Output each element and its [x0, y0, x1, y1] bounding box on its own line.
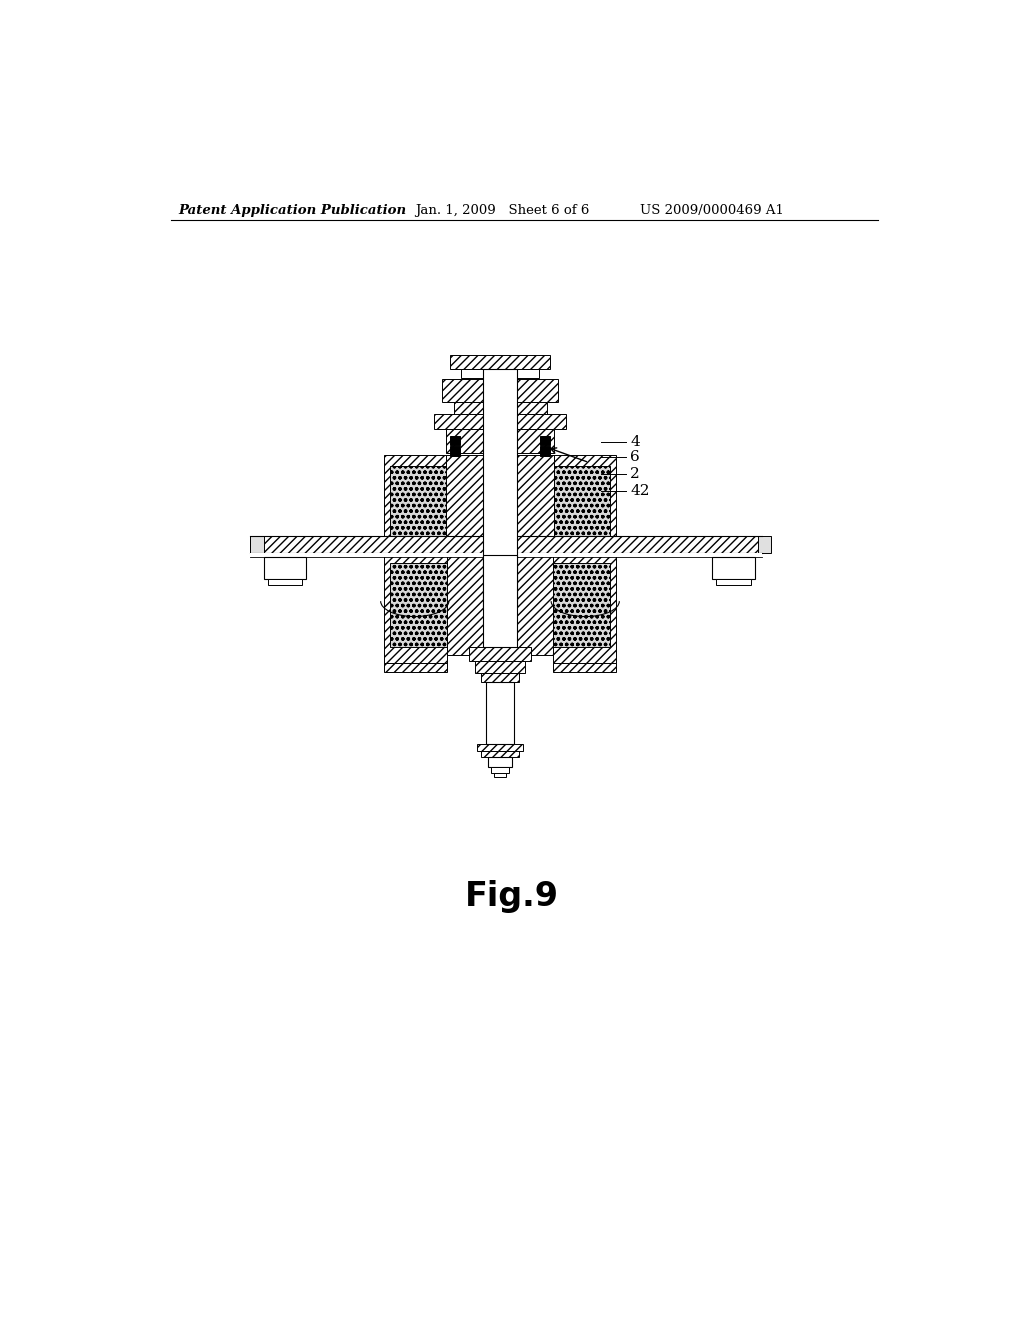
Text: Fig.9: Fig.9 — [465, 879, 559, 912]
Bar — [553, 554, 616, 663]
Text: 6: 6 — [630, 450, 640, 465]
Bar — [517, 554, 553, 655]
Text: Jan. 1, 2009   Sheet 6 of 6: Jan. 1, 2009 Sheet 6 of 6 — [415, 205, 589, 218]
Bar — [450, 446, 460, 455]
Bar — [486, 682, 514, 743]
Bar — [454, 403, 547, 414]
Bar — [553, 562, 610, 647]
Polygon shape — [251, 536, 263, 553]
Bar — [494, 774, 506, 777]
Text: 2: 2 — [630, 467, 640, 480]
Bar — [541, 436, 550, 445]
Bar — [553, 663, 616, 672]
Bar — [384, 554, 447, 663]
Bar — [713, 557, 755, 579]
Bar — [487, 758, 512, 767]
Bar — [447, 554, 483, 655]
Bar — [541, 446, 550, 455]
Text: 4: 4 — [630, 434, 640, 449]
Bar — [716, 578, 751, 585]
Bar — [475, 661, 524, 673]
Bar — [450, 436, 460, 445]
Text: 42: 42 — [630, 484, 649, 498]
Polygon shape — [758, 536, 771, 553]
Text: US 2009/0000469 A1: US 2009/0000469 A1 — [640, 205, 783, 218]
Bar — [384, 663, 447, 672]
Bar — [445, 429, 554, 453]
Bar — [384, 455, 445, 570]
Bar — [554, 466, 610, 544]
Bar — [477, 743, 523, 751]
Bar — [469, 647, 531, 661]
Bar — [450, 355, 550, 368]
Bar — [461, 368, 539, 378]
Bar — [492, 767, 509, 774]
Bar — [390, 562, 447, 647]
Bar — [251, 536, 762, 553]
Bar — [481, 673, 518, 682]
Bar — [483, 368, 517, 607]
Bar — [442, 379, 558, 403]
Bar — [434, 414, 566, 429]
Text: Patent Application Publication: Patent Application Publication — [178, 205, 407, 218]
Bar — [267, 578, 302, 585]
Bar — [390, 466, 445, 544]
Bar — [517, 455, 554, 554]
Bar — [263, 557, 306, 579]
Bar — [483, 554, 517, 647]
Bar — [251, 553, 762, 557]
Bar — [445, 455, 483, 554]
Bar — [554, 455, 616, 570]
Bar — [481, 751, 518, 758]
